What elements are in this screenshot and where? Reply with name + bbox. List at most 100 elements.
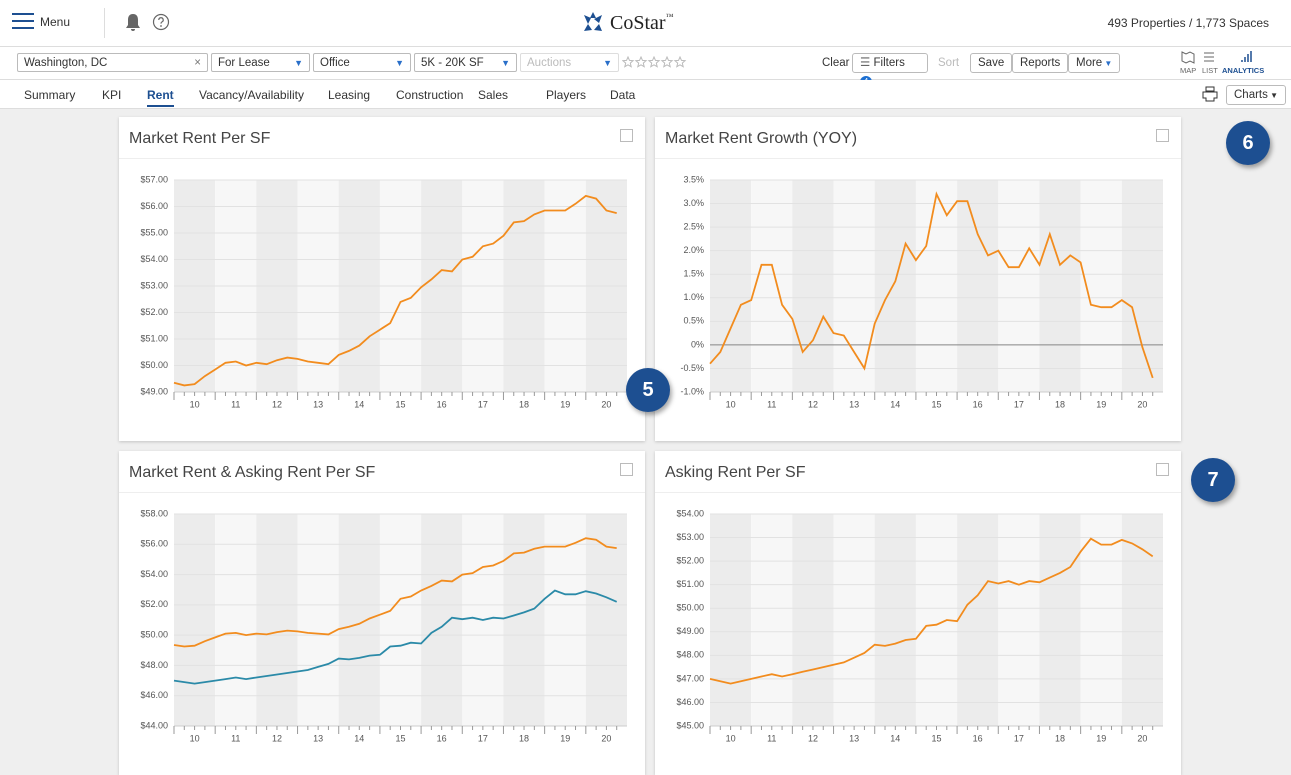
step-badge: 7 [1191,458,1235,502]
y-tick-label: 2.5% [683,221,704,231]
x-tick-label: 14 [890,733,900,743]
x-tick-label: 10 [190,733,200,743]
reports-button[interactable]: Reports [1012,53,1069,73]
x-tick-label: 10 [190,399,200,409]
series-line [173,194,617,387]
series-line [173,537,617,648]
y-tick-label: $53.00 [676,532,704,542]
expand-icon[interactable] [1156,463,1169,476]
x-tick-label: 18 [519,733,529,743]
clear-location[interactable]: × [194,57,201,69]
x-tick-label: 15 [395,399,405,409]
brand: CoStar™ [610,12,673,35]
year-band [710,514,752,726]
location: Washington, DC [24,57,108,69]
y-tick-label: -0.5% [680,363,704,373]
separator [655,158,1181,159]
year-band [174,514,216,726]
y-tick-label: 0.5% [683,316,704,326]
series-line [709,191,1154,379]
tab[interactable]: Data [610,88,636,102]
chart-title: Market Rent & Asking Rent Per SF [129,464,376,481]
tab[interactable]: Vacancy/Availability [199,88,304,102]
clear-button[interactable]: Clear [822,57,850,69]
x-tick-label: 11 [767,733,776,743]
y-tick-label: $50.00 [140,630,168,640]
x-tick-label: 17 [1014,399,1024,409]
chart-title: Market Rent Growth (YOY) [665,130,858,147]
x-tick-label: 16 [437,733,447,743]
tab[interactable]: KPI [102,88,122,102]
y-tick-label: $52.00 [140,599,168,609]
menu-label[interactable]: Menu [40,15,71,29]
type-select[interactable]: Office ▼ [313,53,411,72]
y-tick-label: $48.00 [676,650,704,660]
charts-button[interactable]: Charts ▼ [1226,85,1287,105]
auctions: Auctions [527,57,572,69]
size-select[interactable]: 5K - 20K SF ▼ [414,53,517,72]
x-tick-label: 18 [1055,733,1065,743]
year-band [1039,514,1081,726]
lease-select[interactable]: For Lease ▼ [211,53,310,72]
y-tick-label: $44.00 [140,720,168,730]
tab[interactable]: Rent [147,88,174,107]
x-tick-label: 19 [1096,733,1106,743]
chart: $49.00 $50.00 $51.00 $52.00 $53.00 $54.00 $55.… [140,174,627,409]
x-tick-label: 10 [726,733,736,743]
expand-icon[interactable] [620,463,633,476]
y-tick-label: $56.00 [140,539,168,549]
expand-icon[interactable] [620,129,633,142]
x-tick-label: 14 [890,399,900,409]
save-button[interactable]: Save [970,53,1013,73]
chart-card: Market Rent Per SF $49.00 $50.00 $51.00 $52.… [119,117,645,441]
year-band [751,180,793,392]
print-icon[interactable] [1202,86,1218,102]
chart-card: Market Rent Growth (YOY) -1.0% -0.5% 0% 0.5%… [655,117,1181,441]
year-band [710,180,752,392]
x-tick-label: 18 [519,399,529,409]
chart-title: Asking Rent Per SF [665,464,806,481]
x-tick-label: 20 [1137,733,1147,743]
bell-icon[interactable] [124,12,142,32]
sort-button[interactable]: Sort [938,57,960,69]
expand-icon[interactable] [1156,129,1169,142]
y-tick-label: $50.00 [676,603,704,613]
y-tick-label: 3.0% [683,198,704,208]
filters-button[interactable]: ☰ Filters 4 [852,53,928,88]
analytics-view[interactable]: ANALYTICS [1222,66,1265,75]
chart: -1.0% -0.5% 0% 0.5% 1.0% 1.5% 2.0% 2.5% 3.0% 3.5%… [680,174,1163,409]
y-tick-label: 2.0% [683,245,704,255]
y-tick-label: $52.00 [140,307,168,317]
year-band [957,180,999,392]
y-tick-label: $52.00 [676,555,704,565]
x-tick-label: 14 [354,733,364,743]
y-tick-label: $58.00 [140,508,168,518]
auctions-select[interactable]: Auctions ▼ [520,53,619,72]
rating-stars[interactable] [622,56,688,69]
tab[interactable]: Summary [24,88,76,102]
x-tick-label: 18 [1055,399,1065,409]
map-view[interactable]: MAP [1180,66,1197,75]
y-tick-label: $54.00 [140,254,168,264]
y-tick-label: $45.00 [676,720,704,730]
help-icon[interactable] [152,13,170,31]
tab[interactable]: Players [546,88,587,102]
year-band [792,180,834,392]
list-view[interactable]: LIST [1202,66,1218,75]
menu-icon[interactable] [12,13,34,29]
tab[interactable]: Construction [396,88,464,102]
x-tick-label: 15 [931,399,941,409]
year-band [1039,180,1081,392]
tab[interactable]: Sales [478,88,509,102]
filters: Filters [873,57,905,69]
location-input[interactable]: Washington, DC × [17,53,208,72]
year-band [751,514,793,726]
year-band [256,514,298,726]
tab[interactable]: Leasing [328,88,371,102]
more-button[interactable]: More ▼ [1068,53,1121,73]
y-tick-label: $51.00 [676,579,704,589]
year-band [215,514,257,726]
y-tick-label: $50.00 [140,360,168,370]
chart: $45.00 $46.00 $47.00 $48.00 $49.00 $50.00 $51.… [676,508,1163,743]
